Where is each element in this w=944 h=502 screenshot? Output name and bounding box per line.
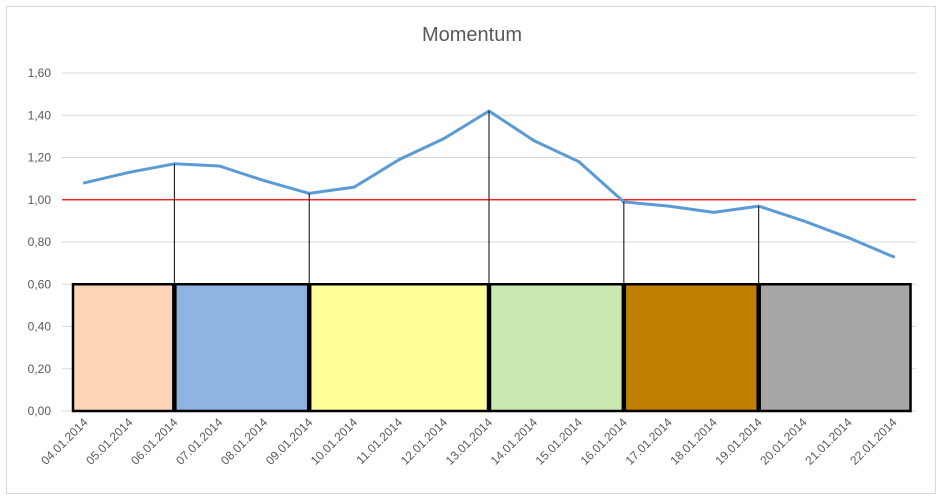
y-tick-label: 0,80 [28,235,52,249]
x-tick-label: 12.01.2014 [398,415,451,468]
band-box [488,283,625,413]
data-point [127,170,131,174]
x-tick-label: 08.01.2014 [218,415,271,468]
band-box [758,283,912,413]
data-point [442,136,446,140]
y-tick-label: 1,00 [28,193,52,207]
y-tick-label: 1,60 [28,66,52,80]
y-tick-label: 1,40 [28,108,52,122]
x-tick-label: 15.01.2014 [533,415,586,468]
chart-title: Momentum [421,24,523,46]
data-point [847,236,851,240]
data-point [667,204,671,208]
chart-area [6,6,936,494]
x-tick-label: 06.01.2014 [128,415,181,468]
data-point [802,219,806,223]
data-point [262,179,266,183]
x-tick-label: 11.01.2014 [353,415,405,467]
data-point [577,160,581,164]
x-tick-label: 14.01.2014 [488,415,541,468]
x-tick-label: 10.01.2014 [308,415,361,468]
y-tick-label: 1,20 [28,151,52,165]
data-point [397,158,401,162]
band-box [308,283,490,413]
x-tick-label: 17.01.2014 [623,415,676,468]
data-point [712,210,716,214]
data-point [352,185,356,189]
x-tick-label: 18.01.2014 [667,415,720,468]
y-tick-label: 0,60 [28,277,52,291]
y-tick-label: 0,20 [28,362,52,376]
x-tick-label: 20.01.2014 [757,415,810,468]
x-tick-label: 21.01.2014 [802,415,855,468]
data-point [82,181,86,185]
x-tick-label: 09.01.2014 [263,415,316,468]
x-tick-label: 13.01.2014 [443,415,496,468]
x-tick-label: 07.01.2014 [173,415,226,468]
x-tick-label: 05.01.2014 [83,415,136,468]
x-tick-label: 16.01.2014 [578,415,631,468]
data-point [217,164,221,168]
band-box [71,283,175,413]
y-tick-label: 0,00 [28,404,52,418]
data-point [892,255,896,259]
band-box [174,283,310,413]
data-point [532,139,536,143]
y-tick-label: 0,40 [28,320,52,334]
x-tick-label: 22.01.2014 [847,415,900,468]
band-box [623,283,759,413]
x-tick-label: 04.01.2014 [38,415,91,468]
x-tick-label: 19.01.2014 [712,415,765,468]
